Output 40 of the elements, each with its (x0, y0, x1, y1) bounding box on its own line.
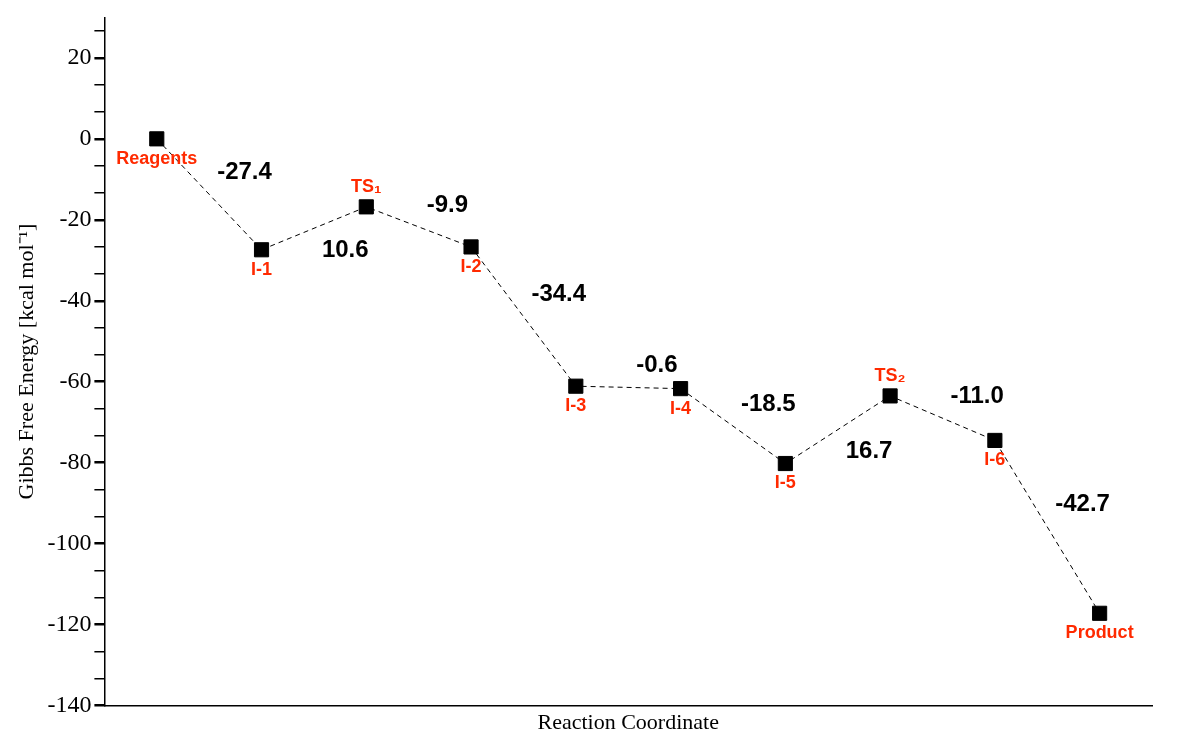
y-tick-label: -80 (59, 448, 92, 474)
annotation: -42.7 (1055, 489, 1110, 517)
annotation: -27.4 (217, 156, 273, 184)
x-tick-label: I-3 (565, 395, 587, 416)
point (149, 131, 165, 147)
y-tick-label: -100 (47, 528, 92, 555)
annotation: -0.6 (636, 350, 678, 378)
y-tick-label: -140 (47, 690, 92, 717)
x-tick-label: Reagents (116, 147, 198, 168)
point (673, 381, 689, 397)
x-tick-label: I-2 (460, 255, 482, 276)
annotation: -34.4 (531, 279, 587, 307)
y-tick-label: -20 (59, 205, 92, 232)
y-tick-label: 0 (79, 124, 92, 151)
annotation: -9.9 (426, 189, 469, 217)
point (987, 432, 1003, 449)
annotation: -18.5 (740, 388, 796, 416)
point (568, 378, 584, 394)
x-tick-label: I-6 (984, 449, 1006, 470)
annotation: 10.6 (321, 234, 369, 262)
annotation: 16.7 (845, 436, 893, 464)
y-tick-label: -60 (59, 367, 92, 394)
point (1092, 605, 1108, 621)
x-tick-label: TS₁ (351, 175, 382, 196)
x-tick-label: Product (1065, 622, 1134, 643)
x-tick-label: I-1 (251, 258, 273, 279)
point (253, 242, 270, 258)
y-axis-title: Gibbs Free Energy [kcal mol⁻¹] (12, 223, 38, 500)
y-tick-label: -40 (59, 286, 92, 313)
point (358, 199, 374, 215)
point (882, 388, 898, 404)
x-axis-title: Reaction Coordinate (537, 708, 719, 734)
x-tick-label: TS₂ (874, 364, 906, 385)
point (463, 239, 479, 255)
point (777, 455, 793, 472)
annotation: -11.0 (950, 380, 1004, 408)
x-tick-label: I-5 (774, 472, 796, 493)
x-tick-label: I-4 (670, 397, 692, 418)
y-tick-label: 20 (67, 43, 92, 70)
y-tick-label: -120 (47, 609, 92, 636)
